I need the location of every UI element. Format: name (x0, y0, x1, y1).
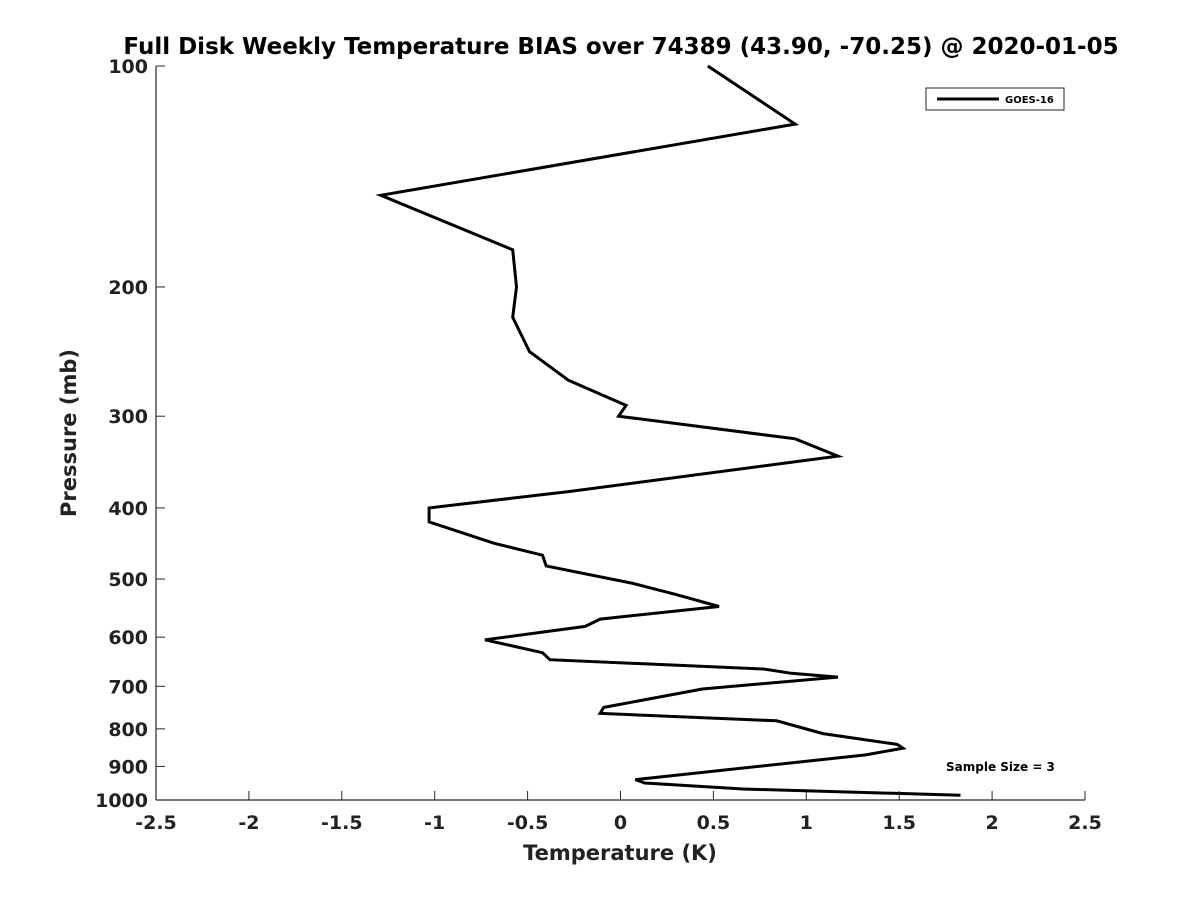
x-tick-label: 1 (800, 812, 813, 834)
x-tick-label: 0.5 (697, 812, 731, 834)
x-tick-label: 0 (614, 812, 627, 834)
x-tick-label: -2.5 (135, 812, 177, 834)
y-axis-label: Pressure (mb) (57, 349, 81, 517)
plot-area (155, 66, 1085, 801)
x-tick-label: 1.5 (882, 812, 916, 834)
x-tick-label: -2 (238, 812, 259, 834)
x-ticks: -2.5 -2 -1.5 -1 -0.5 0 0.5 1 1.5 2 2.5 (135, 791, 1102, 834)
y-tick-label: 1000 (95, 790, 148, 812)
legend[interactable]: GOES-16 (925, 87, 1065, 111)
x-tick-label: -0.5 (507, 812, 549, 834)
y-tick-label: 500 (108, 569, 148, 591)
x-axis-label: Temperature (K) (523, 841, 717, 865)
y-tick-label: 300 (108, 406, 148, 428)
legend-label-goes-16: GOES-16 (1005, 95, 1054, 106)
y-tick-label: 100 (108, 56, 148, 78)
chart-title: Full Disk Weekly Temperature BIAS over 7… (123, 34, 1118, 60)
series-line-goes-16 (375, 64, 961, 797)
x-tick-label: 2.5 (1068, 812, 1102, 834)
x-tick-label: -1 (424, 812, 445, 834)
y-tick-label: 900 (108, 756, 148, 778)
y-tick-label: 800 (108, 719, 148, 741)
x-tick-label: 2 (985, 812, 998, 834)
x-tick-label: -1.5 (321, 812, 363, 834)
y-tick-label: 200 (108, 277, 148, 299)
sample-size-annotation: Sample Size = 3 (946, 760, 1055, 774)
y-tick-label: 400 (108, 498, 148, 520)
y-tick-label: 600 (108, 627, 148, 649)
series-group (375, 64, 961, 797)
y-tick-label: 700 (108, 676, 148, 698)
y-ticks: 100 200 300 400 500 600 700 800 900 1000 (95, 56, 165, 812)
